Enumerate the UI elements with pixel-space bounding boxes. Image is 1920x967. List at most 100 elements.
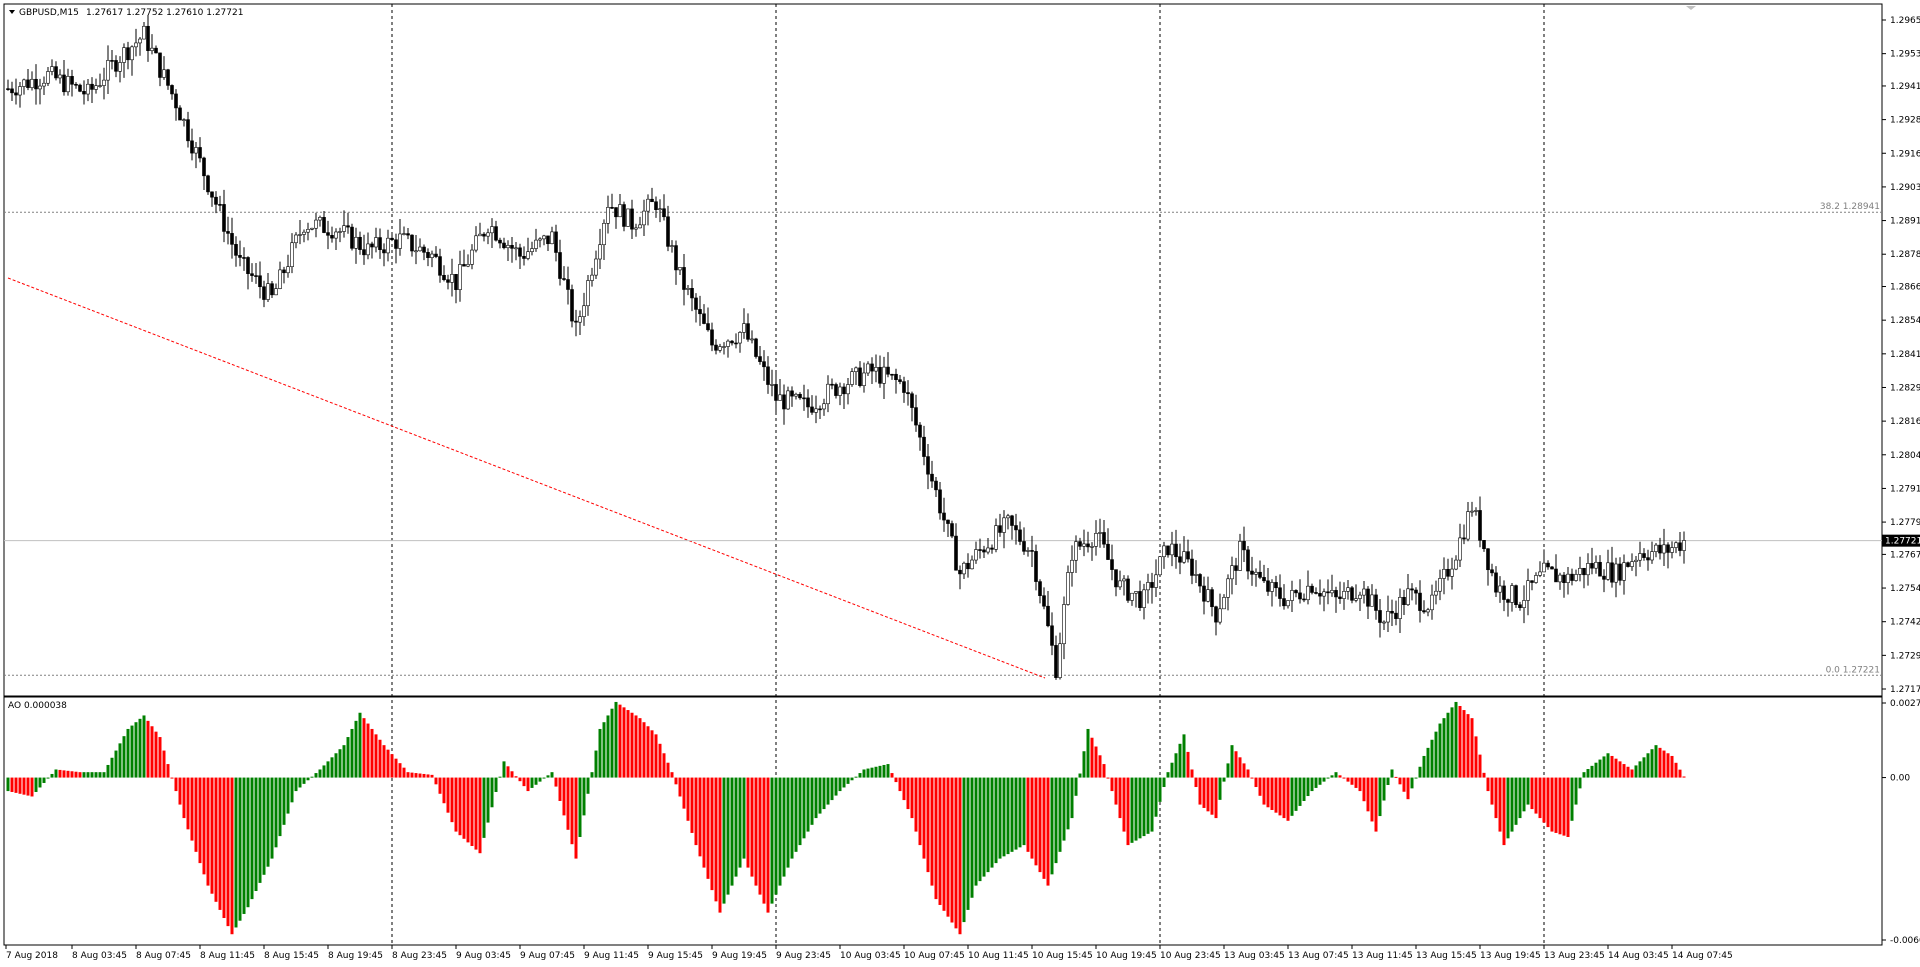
ao-bar-down xyxy=(766,777,770,913)
candle-bear xyxy=(1114,569,1118,588)
ao-bar-down xyxy=(570,777,574,845)
candle-bull xyxy=(838,386,842,396)
candle-bear xyxy=(410,234,414,252)
ao-bar-up xyxy=(542,777,546,779)
ao-bar-up xyxy=(1446,712,1450,778)
ao-bar-up xyxy=(106,764,110,778)
ao-bar-up xyxy=(82,772,86,778)
ao-bar-down xyxy=(1038,777,1042,873)
candle-bear xyxy=(894,373,898,381)
candle-bull xyxy=(1062,604,1066,645)
ao-bar-down xyxy=(1614,758,1618,778)
candle-bear xyxy=(1462,537,1466,540)
ao-bar-down xyxy=(1282,777,1286,819)
candle-bull xyxy=(1654,544,1658,552)
time-tick-label: 8 Aug 19:45 xyxy=(328,951,383,961)
candle-bull xyxy=(1074,541,1078,561)
price-pane[interactable] xyxy=(3,3,1883,697)
ao-bar-down xyxy=(1562,777,1566,836)
ao-bar-up xyxy=(850,777,854,781)
ao-bar-up xyxy=(1054,777,1058,864)
ao-bar-up xyxy=(1582,772,1586,778)
candle-bull xyxy=(582,305,586,317)
candle-bull xyxy=(450,274,454,283)
ao-bar-down xyxy=(1662,750,1666,778)
fibo-trend-line[interactable] xyxy=(7,277,1046,679)
candle-bear xyxy=(1326,591,1330,594)
ao-bar-up xyxy=(6,777,10,792)
ao-bar-down xyxy=(466,777,470,843)
candle-bull xyxy=(1622,562,1626,581)
scroll-shift-icon[interactable] xyxy=(1686,6,1696,10)
candle-bear xyxy=(462,264,466,267)
candle-bear xyxy=(1418,592,1422,611)
ao-bar-up xyxy=(42,777,46,783)
candle-bear xyxy=(346,225,350,228)
candle-bull xyxy=(306,229,310,233)
candle-bear xyxy=(518,247,522,257)
candle-bear xyxy=(1550,566,1554,570)
candle-bear xyxy=(146,25,150,51)
candle-bull xyxy=(718,346,722,351)
candle-bear xyxy=(62,74,66,93)
ao-bar-up xyxy=(866,768,870,778)
ao-bar-down xyxy=(1682,776,1686,778)
ao-bar-down xyxy=(934,777,938,900)
candle-bear xyxy=(26,79,30,88)
ao-bar-down xyxy=(1194,777,1198,788)
ao-bar-up xyxy=(782,777,786,877)
candle-bear xyxy=(250,273,254,276)
candle-bear xyxy=(890,373,894,376)
candle-bear xyxy=(766,366,770,385)
candle-bear xyxy=(1050,625,1054,646)
ao-bar-down xyxy=(1266,777,1270,808)
price-axis: 1.29655 1.29530 1.29410 1.29285 1.29160 1.290… xyxy=(1882,16,1920,695)
candle-bear xyxy=(1086,543,1090,548)
ao-bar-down xyxy=(362,718,366,778)
ao-bar-down xyxy=(1342,777,1346,779)
candle-bull xyxy=(658,208,662,211)
ao-bar-down xyxy=(198,777,202,864)
ao-bar-up xyxy=(1514,777,1518,825)
ao-bar-up xyxy=(246,777,250,908)
candle-bear xyxy=(842,386,846,395)
candle-bull xyxy=(94,85,98,90)
ao-bar-up xyxy=(98,772,102,778)
symbol-dropdown-icon[interactable] xyxy=(9,10,15,14)
ao-bar-down xyxy=(1626,766,1630,778)
candle-bull xyxy=(1406,588,1410,605)
ao-bar-down xyxy=(378,739,382,778)
ao-bar-down xyxy=(1470,718,1474,778)
ao-bar-down xyxy=(922,777,926,859)
ao-bar-down xyxy=(1026,777,1030,852)
candle-bull xyxy=(778,394,782,401)
candle-bear xyxy=(1394,612,1398,619)
candle-bear xyxy=(222,204,226,232)
ao-bar-down xyxy=(926,777,930,873)
ao-bar-down xyxy=(1458,705,1462,778)
ao-bar-down xyxy=(690,777,694,833)
candle-bull xyxy=(338,231,342,233)
candle-bull xyxy=(1094,533,1098,547)
ao-bar-up xyxy=(54,769,58,778)
candle-bear xyxy=(1590,563,1594,569)
ao-bar-down xyxy=(658,743,662,778)
candle-bull xyxy=(138,38,142,44)
ao-bar-up xyxy=(886,764,890,778)
candle-bull xyxy=(486,232,490,237)
ao-bar-up xyxy=(1298,777,1302,806)
candle-bear xyxy=(562,278,566,280)
ao-bar-up xyxy=(294,777,298,792)
ao-bar-up xyxy=(102,772,106,778)
candle-bull xyxy=(1090,546,1094,548)
ao-bar-up xyxy=(286,777,290,814)
candle-bull xyxy=(122,47,126,63)
candle-bear xyxy=(494,226,498,241)
candle-bear xyxy=(1562,574,1566,583)
candle-bull xyxy=(670,245,674,247)
candle-bear xyxy=(758,356,762,362)
candle-bear xyxy=(958,569,962,575)
ao-bar-up xyxy=(582,777,586,816)
